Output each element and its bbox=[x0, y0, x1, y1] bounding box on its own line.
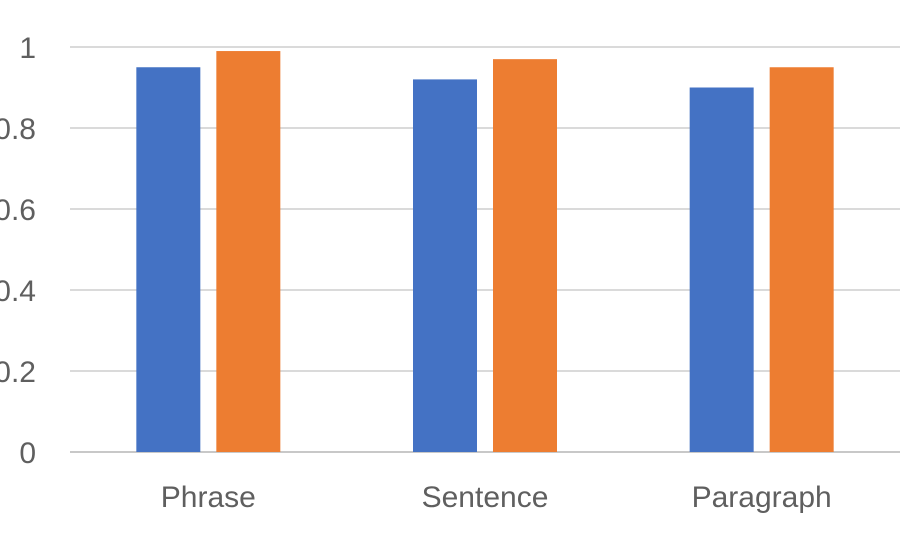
bar-phrase-series-2 bbox=[216, 51, 281, 453]
bars bbox=[136, 51, 834, 453]
gridlines bbox=[70, 46, 900, 453]
x-axis-labels: Phrase Sentence Paragraph bbox=[161, 481, 832, 514]
y-tick-label: 0.4 bbox=[0, 275, 36, 308]
bar-sentence-series-2 bbox=[493, 59, 557, 453]
x-category-label: Sentence bbox=[422, 481, 549, 514]
y-axis-labels: 0 0.2 0.4 0.6 0.8 1 bbox=[0, 32, 36, 470]
bar-phrase-series-1 bbox=[136, 67, 201, 452]
y-tick-label: 0.6 bbox=[0, 194, 36, 227]
bar-paragraph-series-1 bbox=[689, 87, 754, 452]
bar-paragraph-series-2 bbox=[769, 67, 834, 452]
y-tick-label: 0.8 bbox=[0, 113, 36, 146]
y-tick-label: 0.2 bbox=[0, 356, 36, 389]
x-category-label: Phrase bbox=[161, 481, 256, 514]
x-category-label: Paragraph bbox=[692, 481, 832, 514]
y-tick-label: 1 bbox=[19, 32, 36, 65]
bar-sentence-series-1 bbox=[413, 79, 477, 453]
y-tick-label: 0 bbox=[19, 437, 36, 470]
